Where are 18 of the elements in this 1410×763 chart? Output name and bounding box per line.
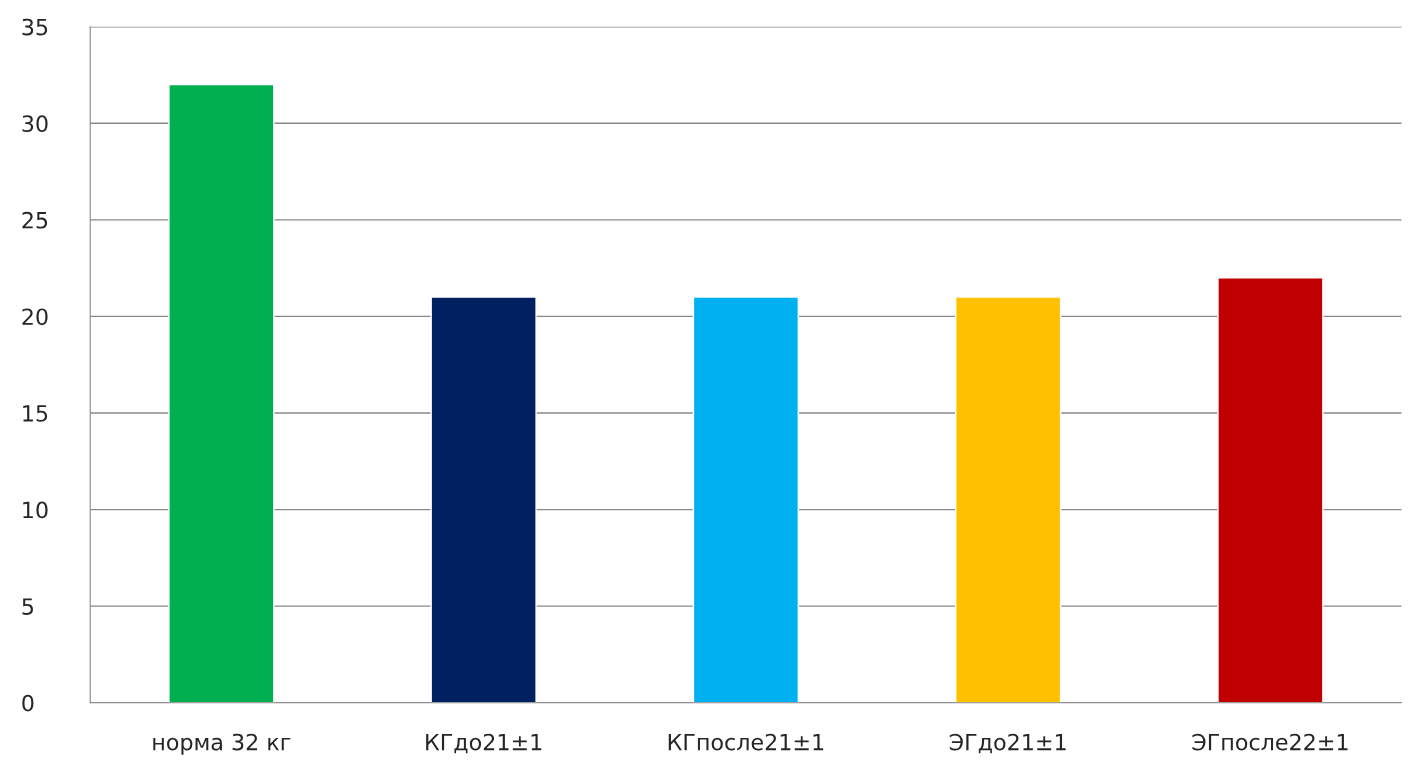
x-tick-label: норма 32 кг — [153, 733, 291, 755]
bar — [168, 83, 275, 703]
y-tick-label: 20 — [22, 308, 48, 326]
bar — [955, 296, 1062, 703]
bar — [1217, 277, 1324, 703]
y-tick-label: 25 — [22, 211, 48, 229]
bar — [430, 296, 537, 703]
x-tick-label: КГдо21±1 — [426, 733, 542, 754]
y-tick-label: 30 — [22, 115, 48, 133]
x-tick-label: ЭГдо21±1 — [949, 733, 1066, 754]
y-tick-label: 5 — [22, 598, 33, 615]
y-tick-label: 0 — [22, 694, 34, 712]
y-tick-label: 15 — [23, 405, 48, 422]
y-tick-label: 10 — [23, 501, 48, 519]
bar — [692, 296, 800, 703]
x-tick-label: ЭГпосле22±1 — [1192, 733, 1348, 751]
y-tick-label: 35 — [22, 18, 48, 36]
x-tick-label: КГпосле21±1 — [668, 733, 824, 751]
